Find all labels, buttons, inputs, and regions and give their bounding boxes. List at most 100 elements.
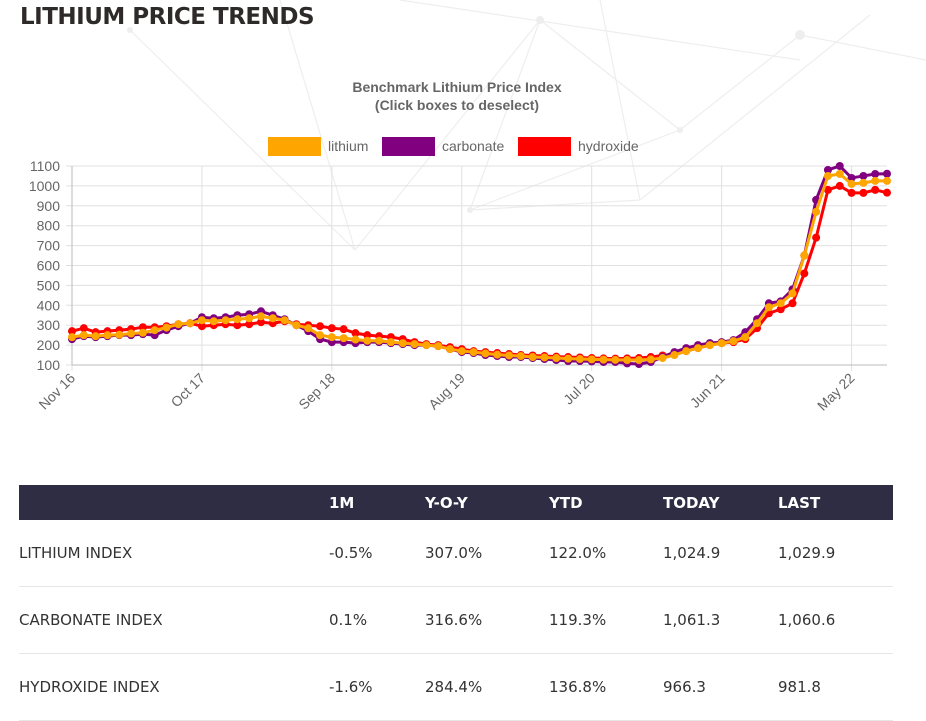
lithium-point[interactable] — [280, 316, 289, 325]
lithium-point[interactable] — [717, 339, 726, 348]
carbonate-point[interactable] — [859, 171, 868, 180]
lithium-point[interactable] — [634, 356, 643, 365]
lithium-point[interactable] — [162, 323, 171, 332]
lithium-point[interactable] — [729, 337, 738, 346]
lithium-point[interactable] — [599, 355, 608, 364]
lithium-point[interactable] — [103, 331, 112, 340]
lithium-point[interactable] — [398, 339, 407, 348]
lithium-point[interactable] — [575, 355, 584, 364]
lithium-point[interactable] — [481, 349, 490, 358]
lithium-point[interactable] — [115, 330, 124, 339]
lithium-point[interactable] — [410, 340, 419, 349]
legend-item-lithium[interactable]: lithium — [268, 137, 368, 156]
hydroxide-point[interactable] — [316, 322, 325, 331]
lithium-point[interactable] — [883, 176, 891, 185]
lithium-point[interactable] — [375, 336, 384, 345]
hydroxide-point[interactable] — [138, 323, 147, 332]
lithium-point[interactable] — [493, 350, 502, 359]
lithium-point[interactable] — [670, 351, 679, 360]
carbonate-point[interactable] — [871, 169, 880, 178]
lithium-point[interactable] — [445, 345, 454, 354]
lithium-point[interactable] — [764, 303, 773, 312]
hydroxide-point[interactable] — [363, 331, 372, 340]
lithium-point[interactable] — [245, 314, 254, 323]
lithium-point[interactable] — [516, 352, 525, 361]
lithium-point[interactable] — [386, 338, 395, 347]
lithium-point[interactable] — [871, 176, 880, 185]
lithium-point[interactable] — [209, 317, 218, 326]
lithium-point[interactable] — [835, 169, 844, 178]
lithium-point[interactable] — [552, 354, 561, 363]
hydroxide-point[interactable] — [788, 299, 797, 308]
lithium-point[interactable] — [623, 356, 632, 365]
hydroxide-point[interactable] — [847, 188, 856, 197]
lithium-point[interactable] — [753, 319, 762, 328]
lithium-point[interactable] — [316, 331, 325, 340]
lithium-point[interactable] — [682, 347, 691, 356]
hydroxide-point[interactable] — [835, 181, 844, 190]
lithium-point[interactable] — [705, 341, 714, 350]
lithium-point[interactable] — [611, 355, 620, 364]
hydroxide-point[interactable] — [871, 185, 880, 194]
lithium-point[interactable] — [233, 315, 242, 324]
hydroxide-point[interactable] — [256, 318, 265, 327]
lithium-point[interactable] — [363, 336, 372, 345]
lithium-point[interactable] — [221, 316, 230, 325]
hydroxide-point[interactable] — [800, 269, 809, 278]
lithium-point[interactable] — [256, 312, 265, 321]
lithium-point[interactable] — [457, 347, 466, 356]
lithium-point[interactable] — [304, 324, 313, 333]
lithium-point[interactable] — [174, 320, 183, 329]
hydroxide-point[interactable] — [776, 305, 785, 314]
hydroxide-point[interactable] — [79, 324, 88, 333]
lithium-point[interactable] — [812, 207, 821, 216]
hydroxide-point[interactable] — [859, 188, 868, 197]
hydroxide-point[interactable] — [339, 325, 348, 334]
lithium-point[interactable] — [292, 321, 301, 330]
lithium-point[interactable] — [528, 353, 537, 362]
hydroxide-point[interactable] — [245, 320, 254, 329]
hydroxide-point[interactable] — [327, 324, 336, 333]
lithium-point[interactable] — [788, 289, 797, 298]
hydroxide-point[interactable] — [233, 321, 242, 330]
lithium-point[interactable] — [847, 179, 856, 188]
lithium-point[interactable] — [186, 319, 195, 328]
lithium-point[interactable] — [79, 331, 88, 340]
lithium-point[interactable] — [268, 314, 277, 323]
hydroxide-point[interactable] — [883, 188, 891, 197]
carbonate-point[interactable] — [835, 162, 844, 170]
legend-swatch[interactable] — [518, 137, 571, 156]
lithium-point[interactable] — [800, 251, 809, 260]
carbonate-point[interactable] — [883, 169, 891, 178]
lithium-point[interactable] — [658, 354, 667, 363]
lithium-point[interactable] — [127, 329, 136, 338]
legend-label[interactable]: carbonate — [442, 138, 504, 154]
carbonate-point[interactable] — [823, 165, 832, 174]
lithium-point[interactable] — [150, 326, 159, 335]
lithium-point[interactable] — [68, 333, 76, 342]
hydroxide-point[interactable] — [812, 233, 821, 242]
legend-swatch[interactable] — [268, 137, 321, 156]
lithium-point[interactable] — [646, 355, 655, 364]
lithium-point[interactable] — [587, 355, 596, 364]
legend-item-carbonate[interactable]: carbonate — [382, 137, 504, 156]
lithium-point[interactable] — [327, 333, 336, 342]
hydroxide-point[interactable] — [68, 327, 76, 336]
hydroxide-point[interactable] — [351, 329, 360, 338]
hydroxide-point[interactable] — [823, 185, 832, 194]
lithium-point[interactable] — [741, 333, 750, 342]
hydroxide-point[interactable] — [197, 322, 206, 331]
legend-item-hydroxide[interactable]: hydroxide — [518, 137, 639, 156]
lithium-point[interactable] — [339, 334, 348, 343]
lithium-point[interactable] — [859, 178, 868, 187]
legend-label[interactable]: lithium — [328, 138, 368, 154]
lithium-point[interactable] — [351, 335, 360, 344]
lithium-point[interactable] — [138, 328, 147, 337]
lithium-point[interactable] — [197, 316, 206, 325]
lithium-point[interactable] — [564, 354, 573, 363]
lithium-point[interactable] — [434, 342, 443, 351]
legend-swatch[interactable] — [382, 137, 435, 156]
lithium-point[interactable] — [694, 344, 703, 353]
lithium-point[interactable] — [823, 171, 832, 180]
lithium-point[interactable] — [422, 341, 431, 350]
